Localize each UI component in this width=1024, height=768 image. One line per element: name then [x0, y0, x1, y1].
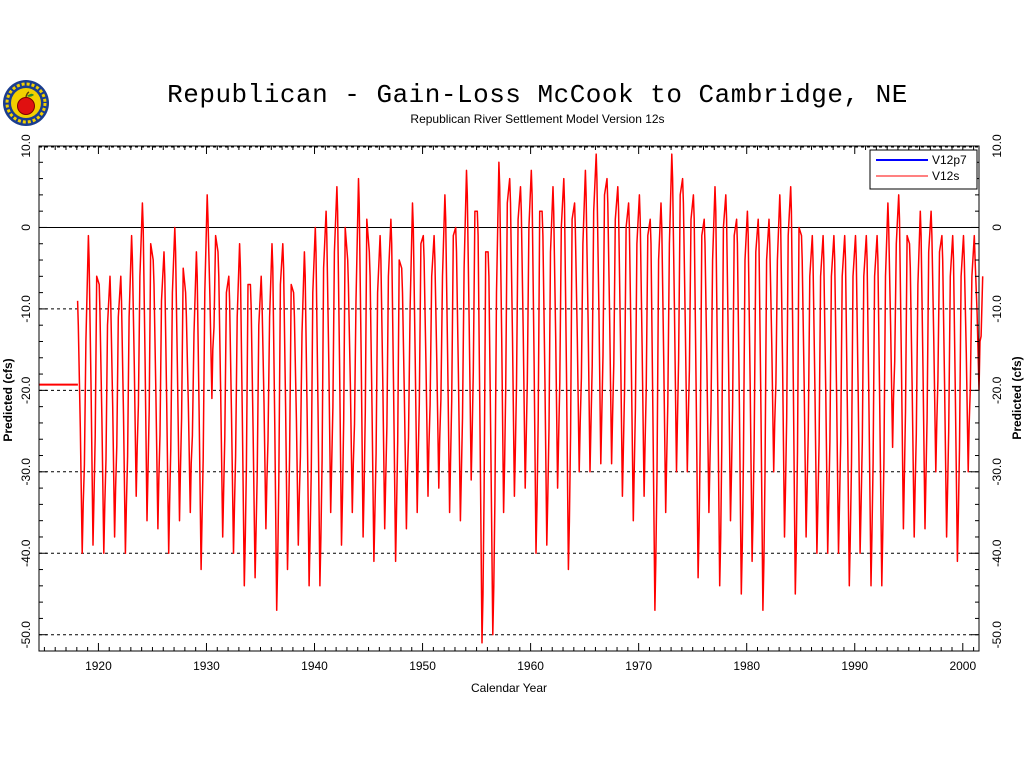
- x-tick-label: 2000: [949, 659, 976, 673]
- organization-logo: [3, 80, 49, 126]
- y-tick-label-right: -30.0: [990, 458, 1004, 486]
- legend-label-v12p7: V12p7: [932, 153, 967, 167]
- plot-frame: [38, 145, 980, 652]
- x-tick-label: 1980: [733, 659, 760, 673]
- y-tick-label-right: -10.0: [990, 295, 1004, 323]
- plot-lines: [39, 153, 984, 644]
- y-tick-label-left: -40.0: [19, 539, 33, 567]
- chart-title: Republican - Gain-Loss McCook to Cambrid…: [167, 80, 908, 110]
- grid-lines: [39, 146, 979, 636]
- y-axis-label-left: Predicted (cfs): [1, 358, 15, 441]
- x-axis-label: Calendar Year: [471, 681, 547, 695]
- series-line-v12s: [76, 153, 984, 644]
- x-tick-label: 1940: [301, 659, 328, 673]
- y-tick-label-left: 0: [19, 224, 33, 231]
- x-tick-label: 1930: [193, 659, 220, 673]
- chart-subtitle: Republican River Settlement Model Versio…: [410, 112, 665, 126]
- legend: V12p7 V12s: [869, 149, 978, 190]
- y-tick-label-left: -30.0: [19, 458, 33, 486]
- y-tick-labels-left: 10.0 0 -10.0 -20.0 -30.0 -40.0 -50.0: [19, 134, 33, 648]
- y-tick-label-right: 10.0: [990, 134, 1004, 158]
- y-tick-label-left: -50.0: [19, 621, 33, 649]
- y-tick-label-left: -10.0: [19, 295, 33, 323]
- y-tick-label-right: 0: [990, 224, 1004, 231]
- x-tick-label: 1920: [85, 659, 112, 673]
- x-tick-label: 1950: [409, 659, 436, 673]
- y-tick-label-right: -50.0: [990, 621, 1004, 649]
- x-tick-label: 1960: [517, 659, 544, 673]
- x-tick-labels: 1920 1930 1940 1950 1960 1970 1980 1990 2000: [85, 659, 976, 673]
- x-tick-label: 1990: [841, 659, 868, 673]
- y-tick-label-left: -20.0: [19, 376, 33, 404]
- y-tick-label-right: -20.0: [990, 376, 1004, 404]
- legend-label-v12s: V12s: [932, 169, 959, 183]
- ticks: [39, 145, 979, 652]
- legend-box: [869, 149, 978, 190]
- y-tick-label-right: -40.0: [990, 539, 1004, 567]
- y-axis-label-right: Predicted (cfs): [1010, 356, 1024, 439]
- x-tick-label: 1970: [625, 659, 652, 673]
- y-tick-labels-right: 10.0 0 -10.0 -20.0 -30.0 -40.0 -50.0: [990, 134, 1004, 648]
- y-tick-label-left: 10.0: [19, 134, 33, 158]
